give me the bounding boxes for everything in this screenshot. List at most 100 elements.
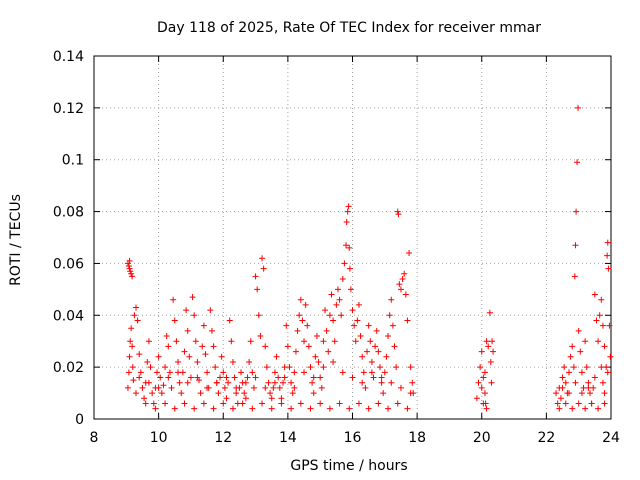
data-point xyxy=(187,374,194,381)
data-point xyxy=(189,294,196,301)
data-point xyxy=(271,369,278,376)
y-axis-title: ROTI / TECUs xyxy=(8,194,24,286)
data-point xyxy=(407,364,414,371)
data-point xyxy=(359,379,366,386)
data-point xyxy=(128,325,135,332)
data-point xyxy=(273,353,280,360)
data-point xyxy=(250,384,257,391)
data-point xyxy=(247,338,254,345)
x-tick-label: 20 xyxy=(473,430,491,446)
data-point xyxy=(171,317,178,324)
data-point xyxy=(242,379,249,386)
data-point xyxy=(320,364,327,371)
data-point xyxy=(583,364,590,371)
data-point xyxy=(323,327,330,334)
data-point xyxy=(336,400,343,407)
data-point xyxy=(150,400,157,407)
data-point xyxy=(561,364,568,371)
data-point xyxy=(481,369,488,376)
data-point xyxy=(233,384,240,391)
data-point xyxy=(349,307,356,314)
data-point xyxy=(365,322,372,329)
data-point xyxy=(133,390,140,397)
data-point xyxy=(385,405,392,412)
data-point xyxy=(607,353,614,360)
data-point xyxy=(301,369,308,376)
x-tick-label: 14 xyxy=(279,430,297,446)
data-point xyxy=(334,286,341,293)
data-point xyxy=(572,379,579,386)
data-point xyxy=(599,379,606,386)
data-point xyxy=(126,265,133,272)
data-point xyxy=(380,390,387,397)
data-point xyxy=(373,327,380,334)
data-point xyxy=(288,379,295,386)
data-point xyxy=(220,369,227,376)
data-point xyxy=(202,351,209,358)
data-point xyxy=(364,348,371,355)
data-point xyxy=(223,395,230,402)
data-point xyxy=(173,338,180,345)
data-point xyxy=(208,327,215,334)
data-point xyxy=(409,379,416,386)
data-point xyxy=(252,374,259,381)
data-point xyxy=(131,312,138,319)
data-point xyxy=(395,211,402,218)
data-point xyxy=(376,364,383,371)
data-point xyxy=(226,317,233,324)
data-point xyxy=(191,312,198,319)
data-point xyxy=(604,252,611,259)
data-point xyxy=(165,343,172,350)
data-point xyxy=(475,379,482,386)
data-point xyxy=(588,400,595,407)
data-point xyxy=(557,395,564,402)
data-point xyxy=(575,327,582,334)
data-point xyxy=(129,343,136,350)
data-point xyxy=(210,405,217,412)
data-point xyxy=(160,382,167,389)
data-point xyxy=(280,379,287,386)
data-point xyxy=(578,390,585,397)
data-point xyxy=(136,351,143,358)
data-point xyxy=(130,377,137,384)
data-point xyxy=(252,273,259,280)
data-point xyxy=(178,390,185,397)
y-tick-label: 0.14 xyxy=(53,49,84,65)
data-point xyxy=(397,384,404,391)
data-point xyxy=(268,405,275,412)
data-point xyxy=(375,348,382,355)
data-point xyxy=(577,348,584,355)
data-point xyxy=(582,405,589,412)
x-tick-label: 24 xyxy=(602,430,620,446)
data-point xyxy=(268,395,275,402)
data-point xyxy=(125,369,132,376)
data-point xyxy=(347,286,354,293)
data-point xyxy=(297,296,304,303)
data-point xyxy=(404,317,411,324)
data-point xyxy=(244,374,251,381)
data-point xyxy=(239,400,246,407)
data-point xyxy=(284,343,291,350)
data-point xyxy=(139,384,146,391)
data-point xyxy=(320,338,327,345)
data-point xyxy=(126,353,133,360)
data-point xyxy=(231,374,238,381)
data-point xyxy=(396,281,403,288)
data-point xyxy=(317,400,324,407)
data-point xyxy=(286,364,293,371)
data-point xyxy=(339,275,346,282)
data-point xyxy=(276,384,283,391)
data-point xyxy=(604,239,611,246)
data-point xyxy=(339,369,346,376)
data-point xyxy=(402,291,409,298)
data-point xyxy=(291,369,298,376)
data-point xyxy=(404,405,411,412)
data-point xyxy=(407,390,414,397)
data-point xyxy=(359,353,366,360)
data-point xyxy=(351,322,358,329)
data-point xyxy=(126,257,133,264)
data-point xyxy=(125,263,132,270)
data-point xyxy=(129,273,136,280)
data-point xyxy=(162,400,169,407)
data-point xyxy=(397,286,404,293)
